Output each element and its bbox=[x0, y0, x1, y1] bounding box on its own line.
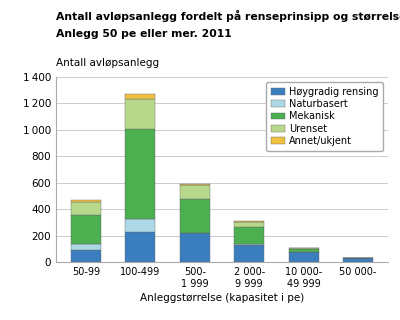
Bar bbox=[180, 184, 210, 185]
Bar bbox=[126, 94, 155, 99]
Bar bbox=[234, 221, 264, 222]
Bar bbox=[180, 199, 210, 233]
Bar bbox=[71, 202, 101, 215]
Bar bbox=[71, 215, 101, 244]
Bar bbox=[289, 252, 318, 262]
Bar bbox=[126, 129, 155, 219]
X-axis label: Anleggstørrelse (kapasitet i pe): Anleggstørrelse (kapasitet i pe) bbox=[140, 293, 304, 303]
Bar bbox=[71, 244, 101, 251]
Bar bbox=[126, 232, 155, 262]
Bar bbox=[71, 200, 101, 202]
Bar bbox=[234, 227, 264, 244]
Bar bbox=[126, 219, 155, 232]
Bar bbox=[234, 244, 264, 262]
Text: Antall avløpsanlegg fordelt på renseprinsipp og størrelsesklasser.: Antall avløpsanlegg fordelt på renseprin… bbox=[56, 10, 400, 22]
Bar bbox=[180, 185, 210, 199]
Bar bbox=[126, 99, 155, 129]
Bar bbox=[71, 251, 101, 262]
Bar bbox=[343, 259, 373, 262]
Bar bbox=[234, 222, 264, 227]
Bar bbox=[343, 258, 373, 259]
Text: Antall avløpsanlegg: Antall avløpsanlegg bbox=[56, 58, 159, 68]
Bar bbox=[180, 233, 210, 262]
Bar bbox=[289, 249, 318, 252]
Text: Anlegg 50 pe eller mer. 2011: Anlegg 50 pe eller mer. 2011 bbox=[56, 29, 232, 39]
Legend: Høygradig rensing, Naturbasert, Mekanisk, Urenset, Annet/ukjent: Høygradig rensing, Naturbasert, Mekanisk… bbox=[266, 82, 383, 151]
